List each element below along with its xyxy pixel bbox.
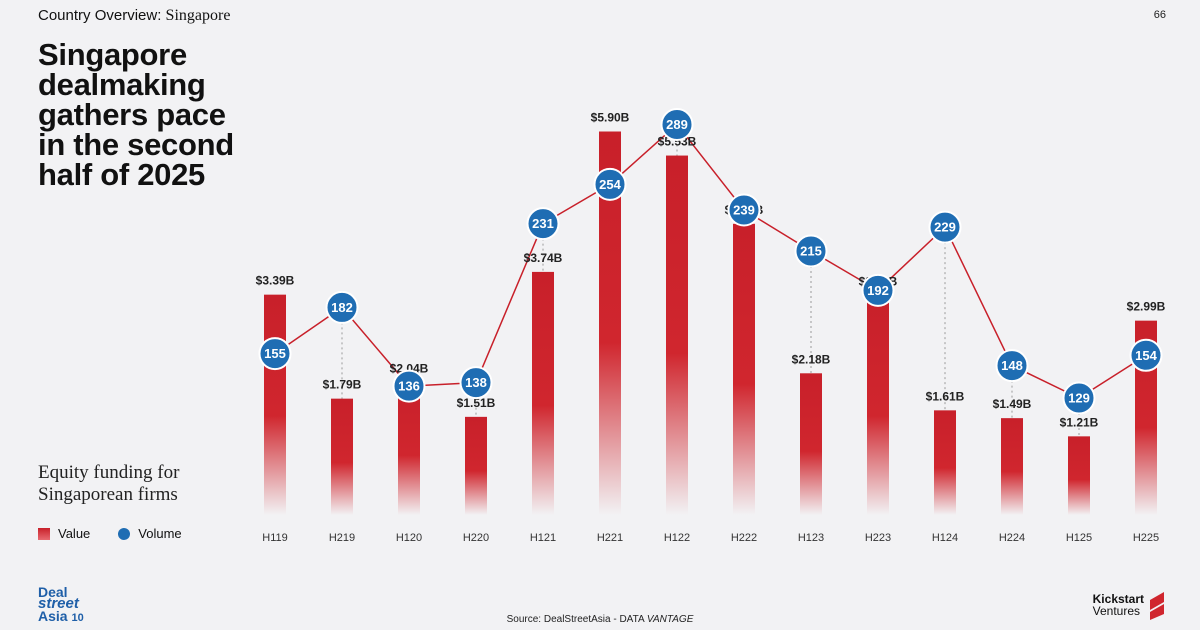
value-label: $1.21B [1060,415,1099,429]
x-tick-label: H124 [932,532,958,544]
volume-marker [660,107,694,141]
volume-label: 148 [1001,358,1023,373]
legend-volume-swatch [118,527,131,540]
page-header: Country Overview: Singapore [38,7,230,25]
kickstart-logo: Kickstart Ventures [1093,590,1166,620]
ks-logo-line2: Ventures [1092,604,1141,618]
volume-label: 215 [800,244,822,259]
x-tick-label: H125 [1066,532,1092,544]
volume-marker [593,167,627,201]
value-label: $2.04B [390,361,429,375]
headline: Singapore dealmaking gathers pace in the… [38,37,234,192]
value-label: $2.18B [792,352,831,366]
value-bar [1068,436,1090,515]
value-bar [1001,418,1023,515]
value-bar [465,416,487,515]
dsa-logo-line3: Asia 10 [38,608,84,624]
value-bar [934,410,956,515]
legend: Value Volume [38,526,182,541]
chart-subtitle: Equity funding for Singaporean firms [38,462,180,505]
dsa-logo-line3-text: Asia [38,608,68,624]
x-tick-label: H221 [597,532,623,544]
volume-label: 154 [1135,348,1157,363]
legend-volume-label: Volume [138,526,182,541]
value-bar [331,398,353,515]
value-bar [800,373,822,515]
x-tick-label: H122 [664,532,690,544]
volume-label: 138 [465,375,487,390]
legend-value-label: Value [58,526,91,541]
volume-label: 192 [867,283,889,298]
x-tick-label: H225 [1133,532,1159,544]
source-note: Source: DealStreetAsia - DATA VANTAGE [0,614,1200,625]
value-bar [867,295,889,515]
value-bar [733,223,755,516]
value-label: $5.90B [591,111,630,125]
volume-marker [325,290,359,324]
x-tick-label: H123 [798,532,824,544]
value-bar [264,294,286,515]
value-bar [398,382,420,515]
value-label: $1.61B [926,389,965,403]
dealstreetasia-logo: Deal street Asia 10 [38,584,84,624]
volume-label: 239 [733,202,755,217]
value-label: $2.99B [1127,300,1166,314]
value-label: $5.53B [658,135,697,149]
volume-label: 229 [934,220,956,235]
volume-marker [1129,338,1163,372]
volume-label: 182 [331,300,353,315]
volume-label: 254 [599,177,621,192]
x-tick-label: H223 [865,532,891,544]
dsa-logo-badge: 10 [71,612,84,624]
x-tick-label: H120 [396,532,422,544]
volume-label: 231 [532,216,554,231]
volume-marker [1062,381,1096,415]
volume-marker [392,369,426,403]
x-tick-label: H119 [262,532,287,544]
x-tick-label: H222 [731,532,757,544]
volume-marker [526,207,560,241]
volume-marker [459,366,493,400]
value-bar [599,131,621,515]
volume-label: 155 [264,346,286,361]
dsa-logo-line1: Deal [38,584,68,600]
volume-marker [928,210,962,244]
x-tick-label: H121 [530,532,556,544]
ks-logo-line1: Kickstart [1092,592,1144,606]
value-label: $1.79B [323,378,362,392]
x-tick-label: H219 [329,532,355,544]
value-label: $3.39B [256,274,295,288]
volume-marker [727,193,761,227]
volume-marker [861,273,895,307]
value-bar [532,271,554,515]
value-label: $1.51B [457,396,496,410]
volume-marker [258,337,292,371]
volume-label: 129 [1068,391,1090,406]
volume-marker [794,234,828,268]
page-number: 66 [1153,9,1166,21]
x-tick-label: H224 [999,532,1025,544]
value-bar [666,155,688,516]
header-country: Singapore [165,7,231,24]
dsa-logo-line2: street [38,595,79,612]
volume-marker [995,349,1029,383]
source-italic: VANTAGE [646,614,694,625]
x-tick-label: H220 [463,532,489,544]
value-label: $3.74B [524,251,563,265]
kickstart-mark-icon [1150,592,1164,620]
value-label: $1.49B [993,397,1032,411]
header-lead: Country Overview: [38,7,162,24]
legend-value-swatch [38,527,50,540]
source-text: Source: DealStreetAsia - DATA [506,614,647,625]
volume-label: 136 [398,379,420,394]
volume-label: 289 [666,117,688,132]
